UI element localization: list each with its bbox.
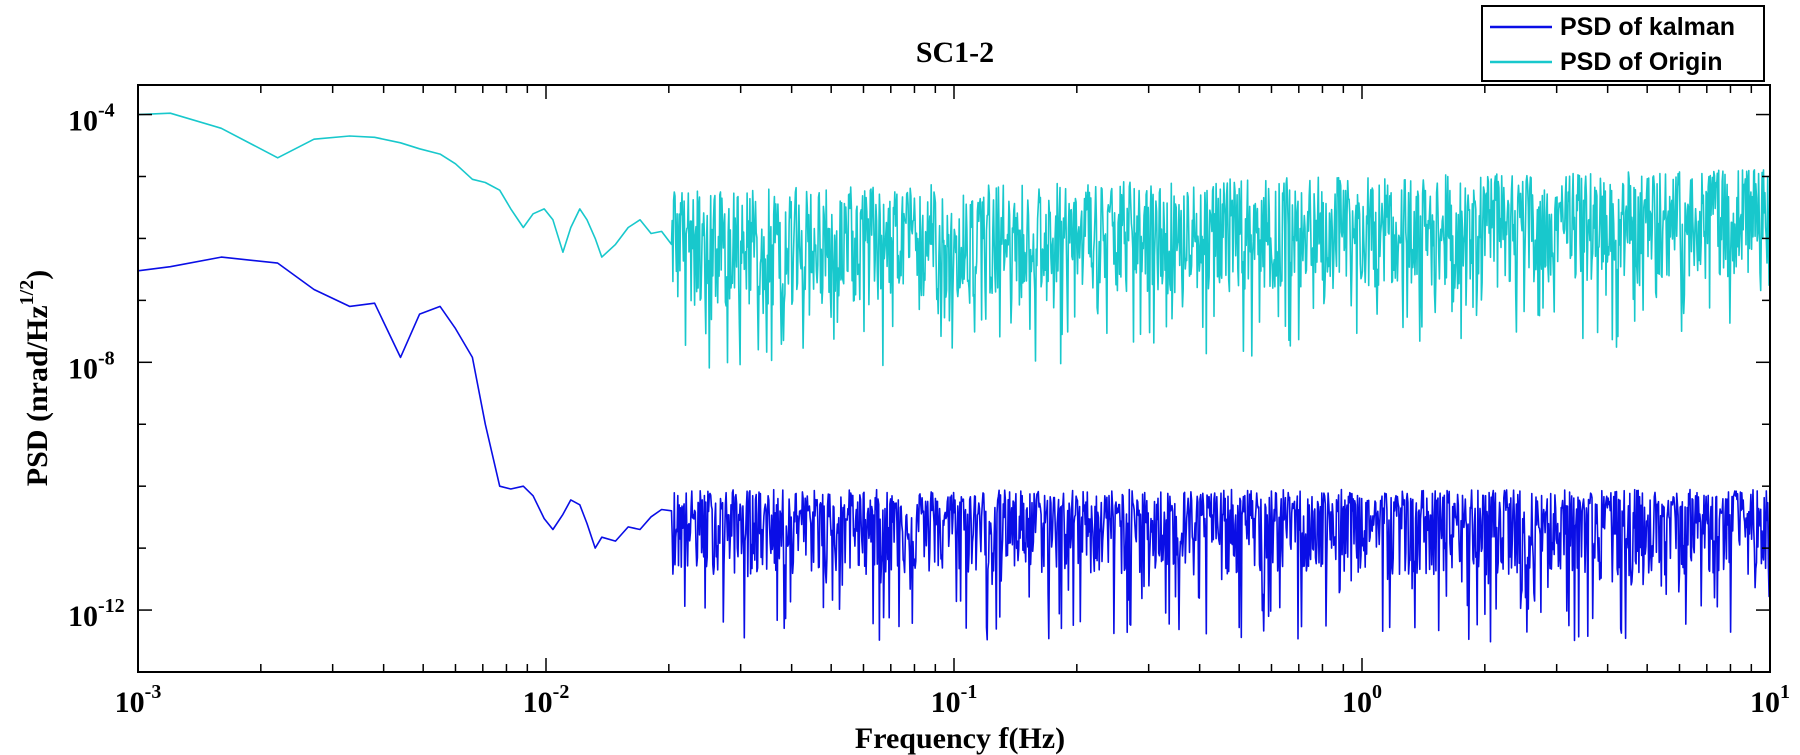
legend: PSD of kalman PSD of Origin [1481,5,1765,82]
y-axis-title-superscript: 1/2 [16,280,38,306]
y-tick-label: 10-8 [68,347,115,385]
x-tick-label: 10-1 [931,681,978,719]
chart-title: SC1-2 [916,36,994,69]
x-axis-ticks: 10-3 10-2 10-1 100 101 [115,85,1790,719]
legend-label-origin: PSD of Origin [1560,48,1723,76]
legend-label-kalman: PSD of kalman [1560,13,1735,41]
y-axis-title-main: PSD (nrad/Hz [21,305,54,486]
series-layer [137,112,1771,643]
x-tick-label: 100 [1342,681,1382,719]
x-tick-label: 10-2 [523,681,570,719]
y-axis-title-close: ) [21,270,54,280]
x-axis-title: Frequency f(Hz) [855,722,1065,755]
y-axis-title: PSD (nrad/Hz1/2) [16,270,54,486]
y-tick-label: 10-12 [68,595,125,633]
x-tick-label: 101 [1750,681,1790,719]
series-line-origin [137,112,1771,369]
x-tick-label: 10-3 [115,681,162,719]
y-tick-label: 10-4 [68,100,115,138]
legend-box [1481,5,1765,82]
series-line-kalman [137,256,1771,643]
y-axis-ticks: 10-4 10-8 10-12 [68,100,1770,673]
